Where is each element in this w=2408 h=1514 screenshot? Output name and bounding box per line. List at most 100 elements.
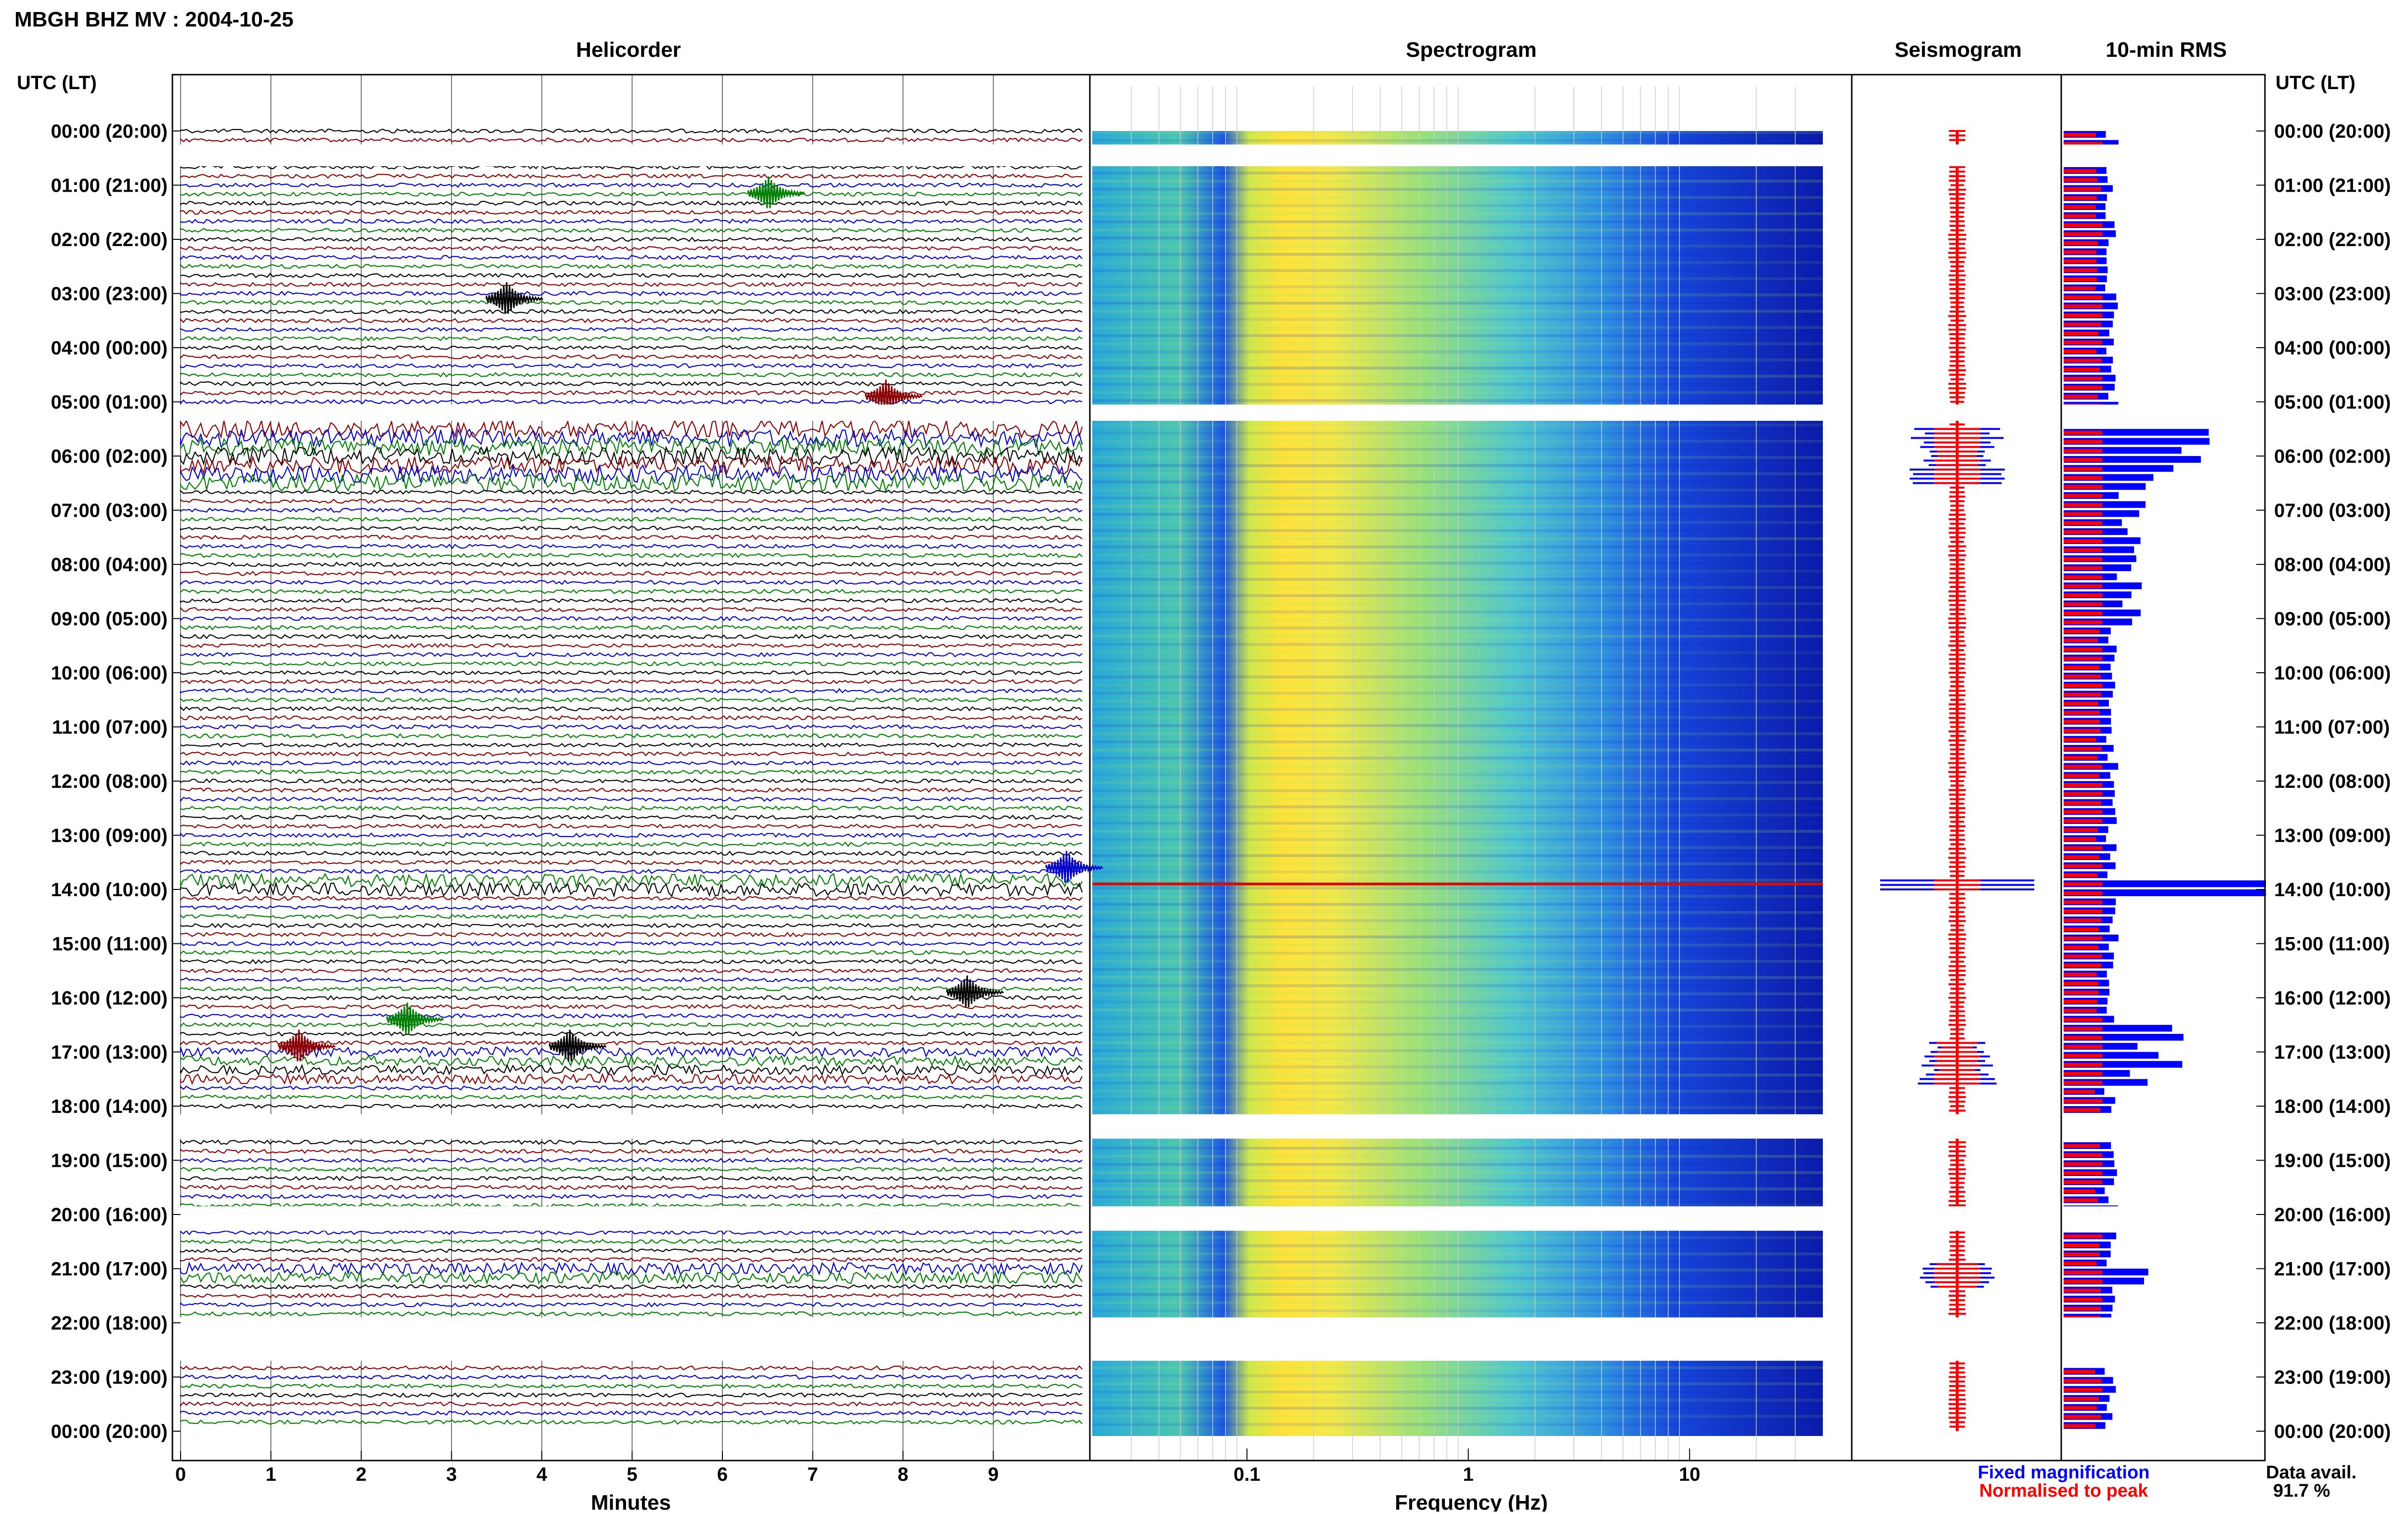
- helicorder-trace: [180, 489, 1083, 495]
- rms-bar-normalised: [2064, 620, 2103, 625]
- helicorder-trace: [180, 1175, 1083, 1181]
- hour-label-left: 12:00 (08:00): [51, 771, 168, 792]
- spectrogram-row: [1092, 245, 1823, 248]
- spectrogram-row: [1092, 1008, 1823, 1012]
- helicorder-trace: [180, 977, 1083, 982]
- spectrogram-row: [1092, 700, 1823, 703]
- helicorder-trace: [180, 1139, 1083, 1145]
- rms-bar-normalised: [2064, 639, 2098, 642]
- spectrogram-row: [1092, 375, 1823, 378]
- spectrogram-row: [1092, 1293, 1823, 1296]
- helicorder-trace: [180, 1365, 1083, 1371]
- spectrogram-row: [1092, 228, 1823, 232]
- rms-bar-normalised: [2064, 729, 2101, 733]
- rms-bar-normalised: [2064, 268, 2098, 273]
- spectrogram-row: [1092, 431, 1823, 435]
- spectrogram-row: [1092, 830, 1823, 833]
- helicorder-trace: [180, 869, 1083, 874]
- helicorder-trace: [180, 263, 1083, 269]
- spectrogram-row: [1092, 911, 1823, 914]
- helicorder-trace: [180, 832, 1083, 838]
- rms-bar-normalised: [2064, 747, 2102, 751]
- hour-label-right: 11:00 (07:00): [2274, 717, 2390, 738]
- helicorder-trace: [180, 1185, 1083, 1190]
- helicorder-trace: [180, 769, 1083, 775]
- hour-labels: 00:00 (20:00) 00:00 (20:00) 01:00 (21:00) 0…: [51, 121, 2391, 1442]
- spectrogram-row: [1092, 301, 1823, 305]
- spectrogram-row: [1092, 765, 1823, 768]
- spectrogram-row: [1092, 781, 1823, 784]
- spectrogram-row: [1092, 984, 1823, 987]
- frequency-axis-label: Frequency (Hz): [1395, 1491, 1548, 1512]
- helicorder-trace: [180, 932, 1083, 938]
- rms-bar-normalised: [2064, 1027, 2103, 1031]
- helicorder-trace: [180, 137, 1083, 143]
- time-axis-label-left: UTC (LT): [17, 72, 97, 93]
- rms-bar-normalised: [2064, 801, 2101, 805]
- helicorder-trace: [180, 634, 1083, 640]
- spectrogram-row: [1092, 1187, 1823, 1190]
- minute-tick-label: 6: [717, 1464, 728, 1485]
- spectrogram-row: [1092, 391, 1823, 394]
- helicorder-trace: [180, 571, 1083, 576]
- spectrogram-row: [1092, 903, 1823, 906]
- data-gap: [174, 144, 2263, 167]
- helicorder-trace: [180, 860, 1083, 865]
- hour-label-left: 06:00 (02:00): [51, 446, 168, 467]
- helicorder-trace: [180, 1166, 1083, 1172]
- seismogram-title: Seismogram: [1895, 38, 2022, 62]
- helicorder-trace: [180, 823, 1083, 829]
- rms-bar-normalised: [2064, 277, 2097, 281]
- spectrogram-row: [1092, 342, 1823, 345]
- rms-bar-normalised: [2064, 1424, 2096, 1428]
- spectrogram-row: [1092, 683, 1823, 687]
- rms-bar-normalised: [2064, 972, 2097, 977]
- spectrogram-row: [1092, 716, 1823, 719]
- spectrogram-row: [1092, 854, 1823, 857]
- minute-tick-label: 2: [356, 1464, 366, 1485]
- spectrogram-row: [1092, 675, 1823, 679]
- hour-label-right: 04:00 (00:00): [2274, 338, 2391, 359]
- helicorder-title: Helicorder: [576, 38, 681, 62]
- hour-label-right: 09:00 (05:00): [2274, 609, 2391, 630]
- rms-bar-normalised: [2064, 350, 2096, 353]
- spectrogram-row: [1092, 561, 1823, 565]
- rms-bar-normalised: [2064, 394, 2098, 399]
- spectrogram-row: [1092, 350, 1823, 353]
- helicorder-trace: [180, 986, 1083, 992]
- helicorder-trace: [180, 705, 1083, 712]
- spectrogram-row: [1092, 1017, 1823, 1020]
- helicorder-trace: [180, 598, 1083, 603]
- spectrogram-row: [1092, 196, 1823, 199]
- helicorder-trace: [180, 968, 1083, 974]
- spectrogram-row: [1092, 870, 1823, 874]
- spectrogram-row: [1092, 578, 1823, 581]
- rms-bar-normalised: [2064, 1388, 2103, 1392]
- spectrogram-row: [1092, 529, 1823, 532]
- rms-bar-normalised: [2064, 964, 2102, 967]
- rms-bar-normalised: [2064, 187, 2102, 191]
- helicorder-trace: [180, 814, 1083, 820]
- helicorder-trace: [180, 1040, 1083, 1046]
- helicorder-trace: [180, 1157, 1083, 1163]
- rms-bar-normalised: [2064, 178, 2097, 182]
- spectrogram-row: [1092, 618, 1823, 622]
- helicorder-trace: [180, 787, 1083, 793]
- rms-bar-normalised: [2064, 440, 2103, 444]
- hour-label-right: 15:00 (11:00): [2274, 934, 2390, 955]
- hour-label-right: 12:00 (08:00): [2274, 771, 2391, 792]
- legend-fixed-magnification: Fixed magnification: [1978, 1462, 2150, 1483]
- hour-label-right: 07:00 (03:00): [2274, 500, 2391, 522]
- rms-bar-normalised: [2064, 765, 2103, 769]
- rms-title: 10-min RMS: [2106, 38, 2227, 62]
- frequency-tick-label: 10: [1679, 1464, 1701, 1485]
- hour-label-left: 07:00 (03:00): [51, 500, 168, 522]
- spectrogram-row: [1092, 724, 1823, 727]
- helicorder-trace: [180, 1302, 1083, 1308]
- spectrogram-row: [1092, 180, 1823, 183]
- rms-bar-normalised: [2064, 548, 2103, 552]
- rms-bar-normalised: [2064, 1415, 2101, 1419]
- hour-label-left: 01:00 (21:00): [51, 175, 168, 196]
- spectrogram-row: [1092, 399, 1823, 402]
- spectrogram-row: [1092, 1236, 1823, 1239]
